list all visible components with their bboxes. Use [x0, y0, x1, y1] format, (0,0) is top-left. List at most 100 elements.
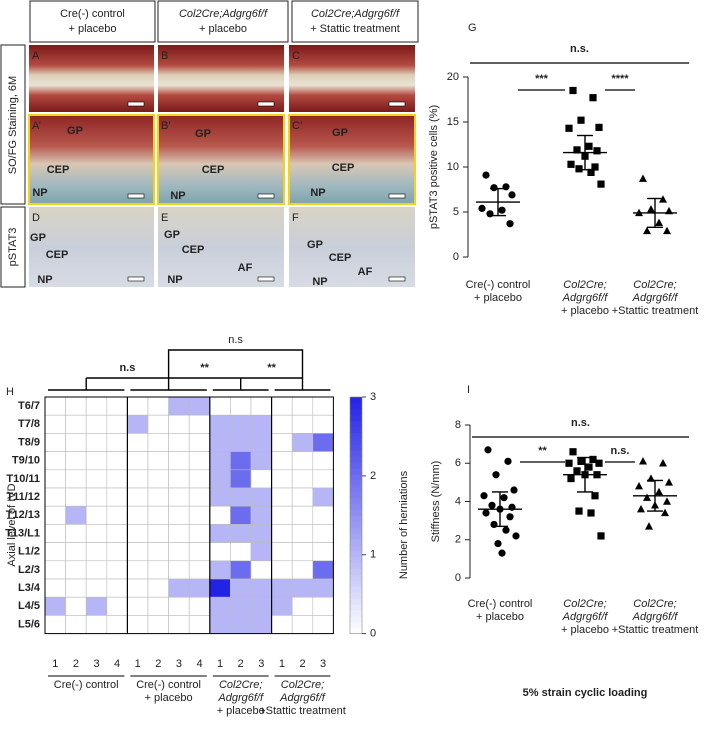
heatmap-cell [291, 615, 314, 634]
data-point [486, 210, 494, 218]
heatmap-cell [209, 578, 231, 598]
data-point [484, 446, 492, 454]
row-label: SO/FG Staining, 6M [7, 76, 19, 174]
y-tick-label: 8 [455, 419, 461, 431]
heatmap-cell [188, 414, 211, 434]
data-point [589, 94, 597, 102]
data-point [645, 522, 653, 530]
heatmap-cell [312, 414, 334, 434]
heatmap-cell [250, 542, 272, 562]
heatmap-cell [106, 487, 128, 507]
data-point [575, 165, 583, 173]
heatmap-cell [147, 451, 169, 471]
panel-letter: C [292, 50, 300, 62]
heatmap-cell [106, 615, 128, 634]
heatmap-cell [209, 396, 231, 416]
heatmap-cell [271, 433, 293, 452]
heatmap-cell [44, 469, 66, 489]
data-point [585, 142, 593, 150]
tissue-label: NP [312, 276, 327, 288]
heatmap-cell [291, 487, 314, 507]
heatmap-cell [312, 469, 334, 489]
heatmap-cell [44, 524, 66, 543]
colorbar-segment [350, 615, 362, 623]
micrograph [29, 45, 154, 112]
scale-bar [127, 101, 145, 107]
x-tick-label: + placebo [476, 611, 524, 623]
heatmap-cell [65, 596, 87, 616]
heatmap-cell [106, 560, 128, 580]
colorbar-segment [350, 598, 362, 605]
heatmap-cell [127, 560, 149, 580]
heatmap-cell [312, 451, 334, 471]
data-point [498, 549, 506, 557]
tissue-label: CEP [329, 252, 352, 264]
heatmap-cell [44, 396, 66, 416]
data-point [591, 492, 599, 500]
heatmap-cell [147, 560, 169, 580]
y-tick-label: 20 [447, 71, 459, 83]
heatmap-cell [127, 505, 149, 525]
heatmap-cell [250, 524, 272, 543]
heatmap-cell [127, 469, 149, 489]
heatmap-cell [230, 578, 252, 598]
heatmap-cell [85, 505, 108, 525]
colorbar-segment [350, 568, 362, 575]
heatmap-cell [188, 505, 211, 525]
data-point [494, 539, 502, 548]
data-point [635, 482, 643, 490]
tissue-label: CEP [202, 164, 225, 176]
column-label: 2 [299, 658, 305, 670]
heatmap-cell [250, 596, 272, 616]
micrograph [157, 114, 285, 205]
x-tick-label: + placebo [474, 292, 522, 304]
heatmap-cell [85, 433, 108, 452]
heatmap-cell [168, 505, 190, 525]
heatmap-cell [250, 615, 272, 634]
heatmap-cell [106, 451, 128, 471]
heatmap-cell [230, 560, 252, 580]
heatmap-cell [147, 396, 169, 416]
heatmap-cell [65, 578, 87, 598]
tissue-label: NP [310, 187, 325, 199]
y-tick-label: 4 [455, 495, 461, 507]
heatmap-cell [85, 615, 108, 634]
heatmap-cell [271, 414, 293, 434]
heatmap-cell [250, 560, 272, 580]
row-label: L2/3 [18, 564, 40, 576]
row-label: T7/8 [18, 418, 40, 430]
tissue-label: GP [30, 232, 46, 244]
x-axis-label: 5% strain cyclic loading [523, 687, 648, 699]
group-label: Cre(-) control [136, 679, 201, 691]
heatmap-cell [127, 596, 149, 616]
heatmap-cell [188, 487, 211, 507]
heatmap-cell [250, 578, 272, 598]
heatmap-cell [250, 396, 272, 416]
heatmap-cell [127, 578, 149, 598]
scale-bar [257, 276, 275, 282]
colorbar-segment [350, 397, 362, 404]
scale-bar [127, 193, 145, 199]
data-point [510, 486, 518, 494]
column-label: 4 [114, 658, 120, 670]
column-label: 4 [196, 658, 202, 670]
tissue-label: NP [37, 274, 52, 286]
row-label: pSTAT3 [7, 228, 19, 267]
heatmap-cell [65, 396, 87, 416]
heatmap-cell [147, 524, 169, 543]
panel-letter: A [32, 50, 40, 62]
x-tick-label: + placebo [561, 624, 609, 636]
heatmap-cell [188, 396, 211, 416]
heatmap-cell [44, 542, 66, 562]
significance-label: ** [200, 362, 209, 374]
heatmap-cell [291, 505, 314, 525]
heatmap-cell [188, 469, 211, 489]
heatmap-cell [168, 542, 190, 562]
heatmap-cell [271, 396, 293, 416]
y-tick-label: 15 [447, 116, 459, 128]
row-label: T9/10 [12, 455, 40, 467]
group-label: Adgrg6f/f [279, 692, 326, 704]
x-tick-label: Col2Cre; [563, 279, 606, 291]
colorbar-tick-label: 3 [370, 391, 376, 403]
colorbar-segment [350, 550, 362, 558]
